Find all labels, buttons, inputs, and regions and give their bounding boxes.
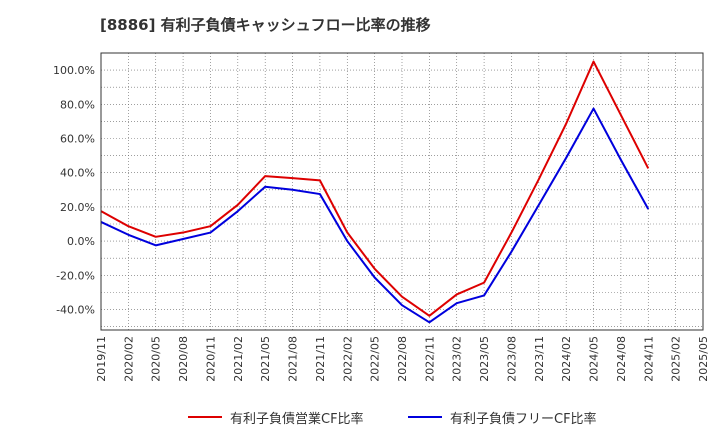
x-tick-label: 2021/05 xyxy=(259,336,272,382)
series-line-1 xyxy=(100,107,650,324)
y-tick-label: -40.0% xyxy=(56,303,95,316)
x-tick-label: 2024/11 xyxy=(642,336,655,382)
x-tick-label: 2023/11 xyxy=(533,336,546,382)
y-tick-label: 0.0% xyxy=(67,235,95,248)
x-tick-label: 2024/02 xyxy=(560,336,573,382)
plot-frame xyxy=(100,52,704,331)
chart-title: [8886] 有利子負債キャッシュフロー比率の推移 xyxy=(100,16,431,34)
series-line-0 xyxy=(100,60,650,317)
legend-label-operating-cf: 有利子負債営業CF比率 xyxy=(230,411,364,427)
x-axis: 2019/11 2020/02 2020/05 2020/08 2020/11 2021/… xyxy=(95,336,710,382)
y-axis: -40.0% -20.0% 0.0% 20.0% 40.0% 60.0% 80.0% 100.… xyxy=(53,64,95,316)
x-tick-label: 2020/05 xyxy=(150,336,163,382)
y-tick-label: -20.0% xyxy=(56,269,95,282)
legend-item-operating-cf: 有利子負債営業CF比率 xyxy=(188,406,364,428)
x-tick-label: 2023/05 xyxy=(478,336,491,382)
x-tick-label: 2024/05 xyxy=(588,336,601,382)
legend-swatch-operating-cf xyxy=(188,416,222,418)
y-tick-label: 40.0% xyxy=(60,167,95,180)
x-tick-label: 2022/11 xyxy=(423,336,436,382)
legend-label-free-cf: 有利子負債フリーCF比率 xyxy=(450,411,597,427)
x-tick-label: 2023/02 xyxy=(451,336,464,382)
x-tick-label: 2025/05 xyxy=(697,336,710,382)
legend-item-free-cf: 有利子負債フリーCF比率 xyxy=(408,406,597,428)
x-tick-label: 2020/11 xyxy=(204,336,217,382)
series-layer xyxy=(100,60,650,324)
y-tick-label: 60.0% xyxy=(60,132,95,145)
y-tick-label: 100.0% xyxy=(53,64,95,77)
x-tick-label: 2020/08 xyxy=(177,336,190,382)
grid-layer xyxy=(101,53,703,330)
legend-swatch-free-cf xyxy=(408,416,442,418)
x-tick-label: 2021/02 xyxy=(232,336,245,382)
y-tick-label: 80.0% xyxy=(60,98,95,111)
x-tick-label: 2024/08 xyxy=(615,336,628,382)
legend: 有利子負債営業CF比率 有利子負債フリーCF比率 xyxy=(0,406,720,428)
x-tick-label: 2022/08 xyxy=(396,336,409,382)
x-tick-label: 2022/02 xyxy=(341,336,354,382)
x-tick-label: 2025/02 xyxy=(670,336,683,382)
x-tick-label: 2019/11 xyxy=(95,336,108,382)
y-tick-label: 20.0% xyxy=(60,201,95,214)
x-tick-label: 2021/11 xyxy=(314,336,327,382)
x-tick-label: 2022/05 xyxy=(369,336,382,382)
x-tick-label: 2021/08 xyxy=(287,336,300,382)
x-tick-label: 2020/02 xyxy=(122,336,135,382)
x-tick-label: 2023/08 xyxy=(505,336,518,382)
